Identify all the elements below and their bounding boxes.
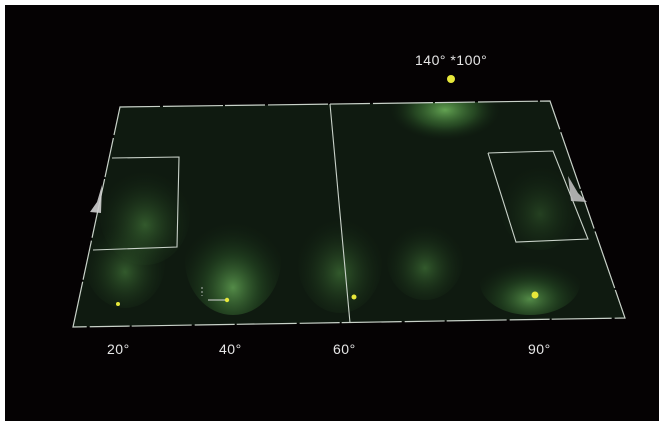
field-boundary xyxy=(72,100,626,328)
halfway-line xyxy=(329,103,351,324)
angle-label-60: 60° xyxy=(333,341,356,357)
angle-label-top: 140° *100° xyxy=(415,52,488,68)
light-pool-top xyxy=(390,101,500,140)
fixture-60-icon xyxy=(351,294,357,300)
left-goal xyxy=(90,185,102,213)
angle-label-40: 40° xyxy=(219,341,242,357)
fixture-top-icon xyxy=(447,75,455,83)
right-penalty-box xyxy=(487,150,589,243)
fixture-90-icon xyxy=(531,291,539,299)
render-viewport: 140° *100° 20° 40° 60° 90° xyxy=(5,5,659,421)
soccer-field-scene xyxy=(72,75,626,328)
fixture-20-icon xyxy=(116,302,120,306)
angle-label-20: 20° xyxy=(107,341,130,357)
light-pool-60 xyxy=(298,213,382,313)
left-penalty-box xyxy=(92,156,180,251)
light-pool-40 xyxy=(185,205,281,315)
light-pool-left-box xyxy=(100,165,190,265)
right-goal xyxy=(568,176,587,202)
light-pool-mid xyxy=(387,220,463,300)
fixture-40-icon xyxy=(224,297,230,303)
light-pool-right-box xyxy=(500,160,580,250)
angle-label-90: 90° xyxy=(528,341,551,357)
light-pool-90 xyxy=(480,251,580,315)
